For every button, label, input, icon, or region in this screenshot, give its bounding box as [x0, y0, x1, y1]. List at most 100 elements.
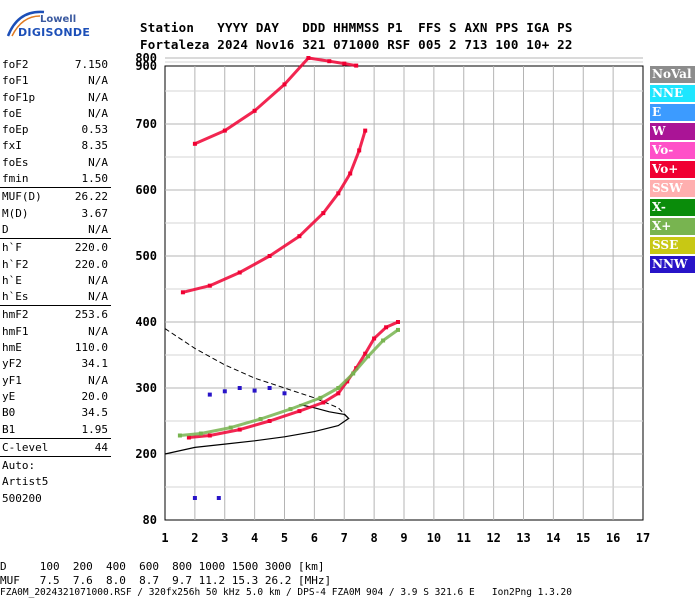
- param-row: h`F2 220.0: [0, 257, 111, 273]
- param-label: B0: [2, 406, 16, 420]
- autoscaling-info-line: Artist5: [0, 474, 111, 490]
- param-label: D: [2, 222, 9, 236]
- param-row: B1 1.95: [0, 422, 111, 438]
- param-row: fxI 8.35: [0, 138, 111, 154]
- param-label: h`Es: [2, 290, 29, 304]
- param-row: foF1 N/A: [0, 73, 111, 89]
- param-label: foEs: [2, 155, 29, 169]
- param-value: N/A: [88, 155, 108, 169]
- x-tick-label: 16: [606, 531, 620, 545]
- param-label: fmin: [2, 172, 29, 186]
- param-label: h`E: [2, 273, 22, 287]
- scaled-parameters-panel: foF2 7.150 foF1 N/A foF1p N/A foE N/A foEp 0.53 fx…: [0, 57, 111, 507]
- param-label: hmF1: [2, 324, 29, 338]
- trace-point: [267, 386, 272, 390]
- legend-item-ssw: SSW: [650, 180, 695, 197]
- param-row: foF1p N/A: [0, 90, 111, 106]
- param-separator: [0, 437, 111, 439]
- param-row: hmF2 253.6: [0, 307, 111, 323]
- param-label: foF1: [2, 74, 29, 88]
- y-tick-label: 500: [135, 249, 157, 263]
- param-row: yF2 34.1: [0, 356, 111, 372]
- param-label: yF1: [2, 373, 22, 387]
- param-value: 253.6: [74, 308, 108, 322]
- param-label: foE: [2, 106, 22, 120]
- param-label: fxI: [2, 139, 22, 153]
- y-tick-label: 80: [143, 513, 157, 527]
- trace-point: [282, 391, 287, 396]
- legend-item-vo: Vo-: [650, 142, 695, 159]
- param-label: foEp: [2, 123, 29, 137]
- file-footer: FZA0M_2024321071000.RSF / 320fx256h 50 k…: [0, 587, 572, 598]
- legend-item-nnw: NNW: [650, 256, 695, 273]
- param-row: M(D) 3.67: [0, 206, 111, 222]
- param-label: yE: [2, 389, 16, 403]
- param-value: 34.5: [81, 406, 109, 420]
- param-value: 1.50: [81, 172, 109, 186]
- param-row: MUF(D) 26.22: [0, 189, 111, 205]
- x-tick-label: 1: [161, 531, 168, 545]
- param-row: hmE 110.0: [0, 340, 111, 356]
- param-value: 110.0: [74, 341, 108, 355]
- logo-swoosh-icon: [6, 10, 45, 37]
- param-value: N/A: [88, 373, 108, 387]
- param-row: h`F 220.0: [0, 240, 111, 256]
- legend-item-e: E: [650, 104, 695, 121]
- trace-line: [181, 129, 367, 294]
- trace-point: [192, 496, 197, 500]
- legend-item-sse: SSE: [650, 237, 695, 254]
- logo-line1: Lowell: [40, 14, 77, 25]
- param-label: hmE: [2, 341, 22, 355]
- autoscaling-text: Auto:: [2, 459, 36, 473]
- param-label: h`F2: [2, 257, 29, 271]
- param-label: h`F: [2, 241, 22, 255]
- x-tick-label: 11: [457, 531, 471, 545]
- param-separator: [0, 305, 111, 307]
- param-separator: [0, 456, 111, 458]
- logo-line2: DIGISONDE: [18, 26, 91, 39]
- param-value: 0.53: [81, 123, 109, 137]
- trace-point: [222, 389, 227, 394]
- trace-point: [207, 392, 212, 397]
- param-row: yF1 N/A: [0, 373, 111, 389]
- profile-solid-line: [164, 403, 350, 455]
- x-tick-label: 15: [576, 531, 590, 545]
- trace-line: [178, 328, 400, 437]
- param-row: B0 34.5: [0, 405, 111, 421]
- trace-point: [237, 386, 242, 390]
- legend-item-nne: NNE: [650, 85, 695, 102]
- param-value: 220.0: [74, 257, 108, 271]
- y-tick-label: 800: [135, 51, 157, 65]
- legend-item-x: X-: [650, 199, 695, 216]
- x-tick-label: 13: [516, 531, 530, 545]
- param-value: 220.0: [74, 241, 108, 255]
- header-row-values: Fortaleza 2024 Nov16 321 071000 RSF 005 …: [140, 37, 573, 52]
- param-label: C-level: [2, 440, 49, 454]
- param-row: yE 20.0: [0, 389, 111, 405]
- param-label: MUF(D): [2, 190, 42, 204]
- x-tick-label: 3: [221, 531, 228, 545]
- param-separator: [0, 238, 111, 240]
- param-value: N/A: [88, 273, 108, 287]
- param-row: foE N/A: [0, 106, 111, 122]
- param-row: h`Es N/A: [0, 289, 111, 305]
- param-row: foEs N/A: [0, 155, 111, 171]
- param-value: 20.0: [81, 389, 109, 403]
- param-row: fmin 1.50: [0, 171, 111, 187]
- y-tick-label: 600: [135, 183, 157, 197]
- param-label: hmF2: [2, 308, 29, 322]
- legend-item-x: X+: [650, 218, 695, 235]
- header-row-labels: Station YYYY DAY DDD HHMMSS P1 FFS S AXN…: [140, 20, 573, 35]
- autoscaling-text: Artist5: [2, 475, 49, 489]
- legend-item-w: W: [650, 123, 695, 140]
- x-tick-label: 14: [546, 531, 560, 545]
- param-value: N/A: [88, 324, 108, 338]
- param-value: N/A: [88, 222, 108, 236]
- x-tick-label: 4: [251, 531, 258, 545]
- x-tick-label: 6: [311, 531, 318, 545]
- param-value: 7.150: [74, 58, 108, 71]
- param-label: foF1p: [2, 90, 36, 104]
- param-label: B1: [2, 422, 16, 436]
- x-tick-label: 5: [281, 531, 288, 545]
